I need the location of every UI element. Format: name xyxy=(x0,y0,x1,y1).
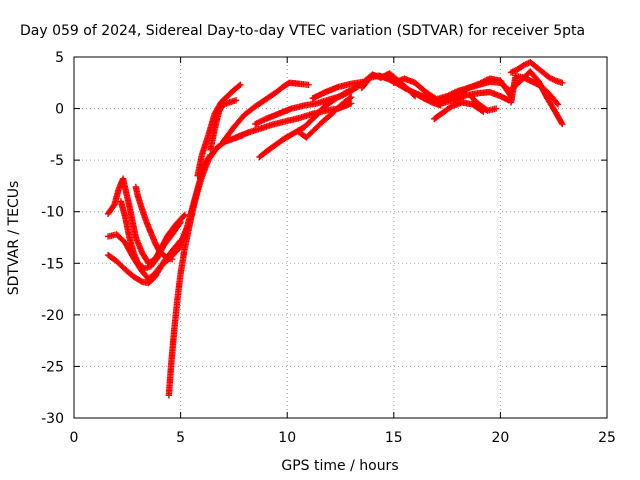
x-tick-label: 10 xyxy=(278,430,296,446)
series-track-6 xyxy=(165,132,246,399)
y-tick-label: 0 xyxy=(55,102,64,118)
series-track-7 xyxy=(194,81,244,179)
x-tick-label: 5 xyxy=(176,430,185,446)
series-track-18 xyxy=(422,75,515,107)
y-tick-label: -25 xyxy=(41,359,64,375)
y-tick-label: 5 xyxy=(55,50,64,66)
y-tick-labels: 5 0 -5 -10 -15 -20 -25 -30 xyxy=(41,50,64,427)
x-tick-label: 0 xyxy=(70,430,79,446)
y-tick-label: -10 xyxy=(41,205,64,221)
x-tick-label: 25 xyxy=(598,430,616,446)
x-tick-label: 15 xyxy=(385,430,403,446)
series-track-20 xyxy=(467,92,500,114)
series-track-13 xyxy=(294,94,355,141)
series-track-21 xyxy=(507,58,566,86)
y-axis-label: SDTVAR / TECUs xyxy=(6,181,22,296)
x-tick-label: 20 xyxy=(491,430,509,446)
y-tick-label: -20 xyxy=(41,308,64,324)
series-track-19 xyxy=(431,99,487,123)
series-track-5 xyxy=(132,183,176,263)
axis-ticks xyxy=(73,56,608,419)
series-track-12 xyxy=(256,83,361,161)
x-axis-label: GPS time / hours xyxy=(281,458,398,474)
series-track-8 xyxy=(207,97,240,154)
y-tick-label: -15 xyxy=(41,256,64,272)
plot-frame xyxy=(73,56,608,419)
y-tick-label: -30 xyxy=(41,411,64,427)
data-series xyxy=(104,58,566,399)
series-track-9 xyxy=(220,79,312,145)
series-track-24 xyxy=(507,74,519,106)
x-tick-labels: 0 5 10 15 20 25 xyxy=(70,430,616,446)
y-tick-label: -5 xyxy=(50,153,64,169)
chart-title: Day 059 of 2024, Sidereal Day-to-day VTE… xyxy=(20,23,585,39)
series-track-4 xyxy=(117,198,184,272)
